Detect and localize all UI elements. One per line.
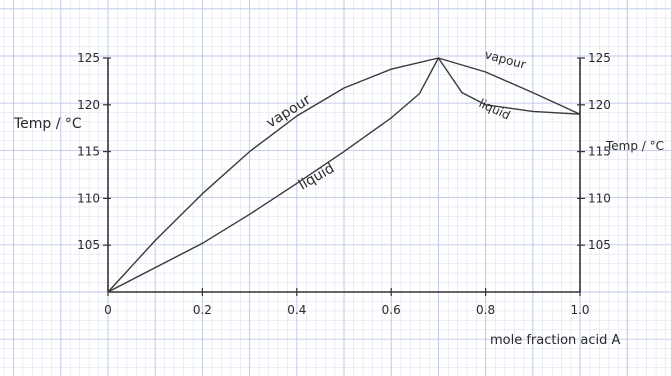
x-tick-label: 1.0 [570, 303, 589, 317]
y-tick-label-left: 125 [77, 51, 100, 65]
vapour-label-right: vapour [483, 47, 527, 71]
y-tick-label-right: 105 [588, 238, 611, 252]
y-tick-label-left: 110 [77, 191, 100, 205]
x-tick-label: 0.2 [193, 303, 212, 317]
y-axis-label-right: Temp / °C [605, 139, 664, 153]
y-tick-label-left: 105 [77, 238, 100, 252]
x-axis-label: mole fraction acid A [490, 333, 621, 348]
x-tick-label: 0 [104, 303, 112, 317]
liquid-label-right: liquid [477, 96, 513, 123]
x-tick-label: 0.8 [476, 303, 495, 317]
liquid-curve [107, 57, 581, 293]
y-axis-label-left: Temp / °C [13, 116, 82, 132]
x-tick-label: 0.6 [382, 303, 401, 317]
x-tick-label: 0.4 [287, 303, 306, 317]
y-tick-label-right: 120 [588, 98, 611, 112]
vapour-curve [107, 57, 581, 293]
y-tick-label-right: 115 [588, 145, 611, 159]
y-tick-label-right: 125 [588, 51, 611, 65]
y-tick-label-right: 110 [588, 191, 611, 205]
liquid-label-left: liquid [296, 160, 337, 193]
y-tick-label-left: 120 [77, 98, 100, 112]
y-tick-label-left: 115 [77, 145, 100, 159]
